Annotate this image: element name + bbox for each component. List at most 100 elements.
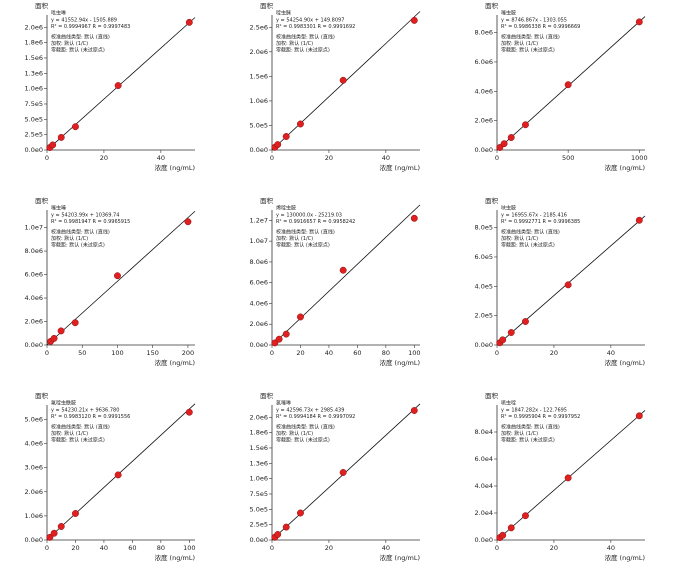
data-point xyxy=(339,469,347,476)
y-tick-label: 4.0e6 xyxy=(250,299,268,307)
fit-annotation: 零截距: 默认 (未过原点) xyxy=(51,47,105,54)
y-tick-label: 0.0e0 xyxy=(25,146,43,154)
y-tick-label: 2.0e6 xyxy=(475,117,493,125)
x-tick-label: 0 xyxy=(495,349,499,357)
data-point xyxy=(635,412,643,420)
fit-annotation: R² = 0.9983120 R = 0.9991556 xyxy=(51,414,130,420)
fit-annotation: 校准曲线类型: 默认 (直线) xyxy=(276,424,335,431)
x-tick-label: 40 xyxy=(382,154,390,162)
y-tick-label: 7.5e5 xyxy=(25,100,43,108)
y-tick-label: 5.0e5 xyxy=(250,505,268,513)
fit-annotation: y = 42596.73x + 2985.439 xyxy=(276,408,344,414)
x-axis-label: 浓度 (ng/mL) xyxy=(379,553,420,562)
data-point xyxy=(274,141,282,149)
y-tick-label: 0.0e0 xyxy=(475,536,493,544)
y-tick-label: 0.0e0 xyxy=(250,146,268,154)
x-tick-label: 0 xyxy=(495,154,499,162)
x-tick-label: 60 xyxy=(353,349,361,357)
fit-annotation: 零截距: 默认 (未过原点) xyxy=(51,437,105,444)
fit-annotation: 校准曲线类型: 默认 (直线) xyxy=(276,34,335,41)
x-tick-label: 200 xyxy=(182,349,194,357)
data-point xyxy=(57,327,65,335)
y-tick-label: 1.0e7 xyxy=(250,237,268,245)
fit-annotation: 加权: 默认 (1/C) xyxy=(276,235,313,242)
y-tick-label: 3.0e6 xyxy=(25,464,43,472)
x-tick-label: 100 xyxy=(408,349,420,357)
fit-annotation: 加权: 默认 (1/C) xyxy=(501,40,538,47)
data-point xyxy=(522,512,529,520)
fit-line xyxy=(46,210,196,346)
y-axis-label: 面积 xyxy=(260,1,274,10)
compound-name: 吡虫啉 xyxy=(51,10,66,17)
data-point xyxy=(57,523,65,530)
y-axis-label: 面积 xyxy=(35,196,49,205)
x-tick-label: 0 xyxy=(495,544,499,552)
data-point xyxy=(635,216,643,224)
data-point xyxy=(522,318,529,325)
fit-annotation: 加权: 默认 (1/C) xyxy=(51,235,88,242)
data-point xyxy=(185,408,193,416)
x-tick-label: 40 xyxy=(100,544,108,552)
x-tick-label: 20 xyxy=(325,544,333,552)
y-tick-label: 1.0e6 xyxy=(25,85,43,93)
x-axis-label: 浓度 (ng/mL) xyxy=(604,358,645,367)
fit-annotation: 校准曲线类型: 默认 (直线) xyxy=(51,229,110,236)
data-point xyxy=(496,144,504,151)
fit-annotation: y = 54230.21x + 9636.780 xyxy=(51,408,119,414)
data-point xyxy=(282,523,290,531)
data-point xyxy=(71,319,79,327)
x-tick-label: 0 xyxy=(270,349,274,357)
data-point xyxy=(185,18,193,26)
fit-annotation: R² = 0.9994967 R = 0.9997483 xyxy=(51,24,130,30)
data-point xyxy=(499,336,507,344)
fit-line xyxy=(496,215,646,346)
y-tick-label: 1.5e6 xyxy=(25,54,43,62)
fit-line xyxy=(271,204,421,346)
y-tick-label: 1.8e6 xyxy=(25,39,43,47)
y-axis-label: 面积 xyxy=(485,391,499,400)
y-tick-label: 4.0e6 xyxy=(475,87,493,95)
x-tick-label: 0 xyxy=(270,544,274,552)
fit-annotation: 零截距: 默认 (未过原点) xyxy=(51,242,105,249)
x-tick-label: 60 xyxy=(128,544,136,552)
fit-annotation: 校准曲线类型: 默认 (直线) xyxy=(276,229,335,236)
y-tick-label: 8.0e5 xyxy=(475,224,493,232)
data-point xyxy=(499,531,507,539)
x-tick-label: 20 xyxy=(325,154,333,162)
x-tick-label: 500 xyxy=(562,154,574,162)
fit-annotation: 校准曲线类型: 默认 (直线) xyxy=(501,229,560,236)
x-tick-label: 0 xyxy=(270,154,274,162)
x-tick-label: 0 xyxy=(45,349,49,357)
y-tick-label: 7.5e5 xyxy=(250,490,268,498)
x-tick-label: 40 xyxy=(607,349,615,357)
y-tick-label: 4.0e5 xyxy=(475,282,493,290)
fit-annotation: 零截距: 默认 (未过原点) xyxy=(276,437,330,444)
x-axis-label: 浓度 (ng/mL) xyxy=(154,358,195,367)
fit-annotation: 零截距: 默认 (未过原点) xyxy=(276,242,330,249)
data-point xyxy=(275,335,283,343)
y-axis-label: 面积 xyxy=(485,1,499,10)
fit-annotation: R² = 0.9995904 R = 0.9997952 xyxy=(501,414,580,420)
y-tick-label: 2.0e6 xyxy=(250,320,268,328)
fit-annotation: 校准曲线类型: 默认 (直线) xyxy=(51,34,110,41)
fit-annotation: 零截距: 默认 (未过原点) xyxy=(501,242,555,249)
y-tick-label: 6.0e4 xyxy=(475,455,493,463)
data-point xyxy=(274,531,282,538)
x-tick-label: 20 xyxy=(71,544,79,552)
compound-name: 呋虫胺 xyxy=(501,205,516,212)
fit-annotation: 加权: 默认 (1/C) xyxy=(501,430,538,437)
data-point xyxy=(184,218,192,226)
fit-annotation: 校准曲线类型: 默认 (直线) xyxy=(501,424,560,431)
y-tick-label: 1.0e7 xyxy=(25,224,43,232)
data-point xyxy=(507,329,515,336)
y-tick-label: 6.0e6 xyxy=(25,271,43,279)
fit-annotation: 校准曲线类型: 默认 (直线) xyxy=(501,34,560,41)
fit-line xyxy=(46,403,196,541)
y-tick-label: 8.0e6 xyxy=(25,247,43,255)
compound-name: 噻虫嗪 xyxy=(51,205,66,212)
x-axis-label: 浓度 (ng/mL) xyxy=(379,163,420,172)
y-axis-label: 面积 xyxy=(260,196,274,205)
x-tick-label: 40 xyxy=(325,349,333,357)
compound-name: 氯噻啉 xyxy=(276,400,291,407)
